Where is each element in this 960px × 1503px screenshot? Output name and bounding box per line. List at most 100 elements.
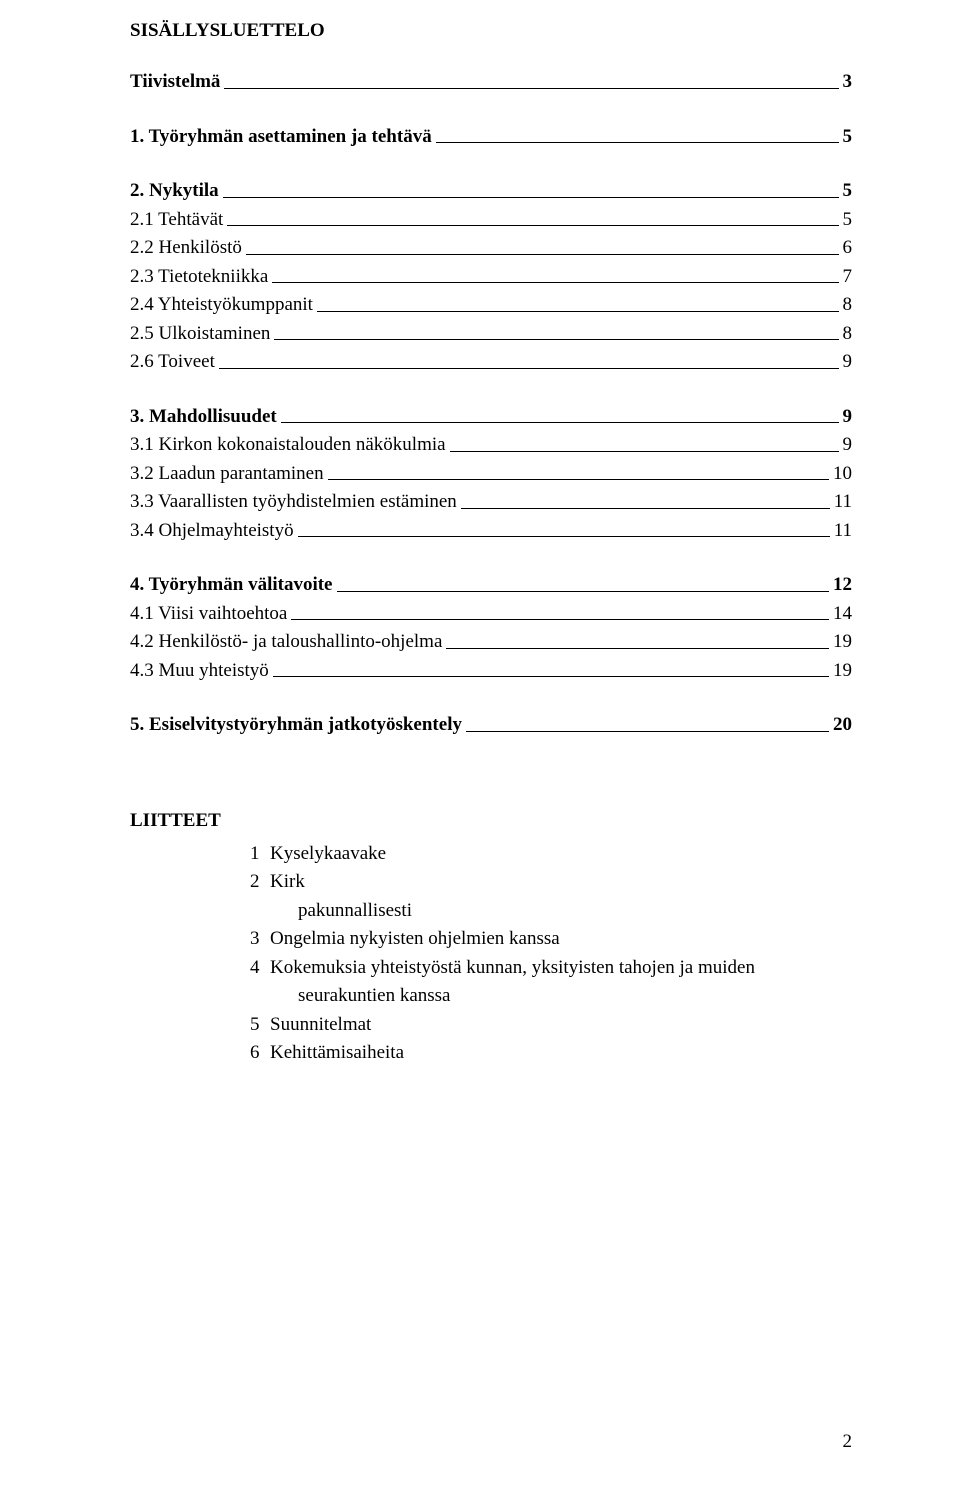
toc-page: 9 xyxy=(843,431,853,460)
toc-row: 2.3 Tietotekniikka 7 xyxy=(130,263,852,292)
appendix-num: 5 xyxy=(250,1011,270,1040)
toc-label: 1. Työryhmän asettaminen ja tehtävä xyxy=(130,123,432,152)
appendix-item: 2Kirk xyxy=(250,868,852,897)
toc-row: 4.1 Viisi vaihtoehtoa 14 xyxy=(130,600,852,629)
toc-row: 3.3 Vaarallisten työyhdistelmien estämin… xyxy=(130,488,852,517)
toc-row: 3.2 Laadun parantaminen 10 xyxy=(130,460,852,489)
toc-leader xyxy=(466,731,829,732)
appendix-text: Kirk xyxy=(270,868,852,897)
toc-label: 4. Työryhmän välitavoite xyxy=(130,571,333,600)
appendix-num: 4 xyxy=(250,954,270,983)
toc-leader xyxy=(436,142,839,143)
toc-row: 2. Nykytila 5 xyxy=(130,177,852,206)
appendix-list: 1Kyselykaavake2Kirkpakunnallisesti3Ongel… xyxy=(130,840,852,1068)
appendix-text-continuation: pakunnallisesti xyxy=(270,897,852,926)
toc-page: 9 xyxy=(843,403,853,432)
toc-page: 6 xyxy=(843,234,853,263)
toc-leader xyxy=(246,254,839,255)
page-title: SISÄLLYSLUETTELO xyxy=(130,20,852,42)
toc-row: 2.6 Toiveet9 xyxy=(130,348,852,377)
toc-row: 5. Esiselvitystyöryhmän jatkotyöskentely… xyxy=(130,711,852,740)
toc-label: 4.3 Muu yhteistyö xyxy=(130,657,269,686)
appendix-heading: LIITTEET xyxy=(130,810,852,832)
appendix-num-spacer xyxy=(250,897,270,926)
appendix-item-continuation: seurakuntien kanssa xyxy=(250,982,852,1011)
toc-leader xyxy=(272,282,838,283)
toc-leader xyxy=(461,508,830,509)
toc-row: 3.4 Ohjelmayhteistyö 11 xyxy=(130,517,852,546)
appendix-item: 5Suunnitelmat xyxy=(250,1011,852,1040)
toc-group: 1. Työryhmän asettaminen ja tehtävä 5 xyxy=(130,123,852,152)
toc-page: 14 xyxy=(833,600,852,629)
toc-leader xyxy=(337,591,830,592)
toc-leader xyxy=(446,648,829,649)
toc-row: 1. Työryhmän asettaminen ja tehtävä 5 xyxy=(130,123,852,152)
toc-label: 4.2 Henkilöstö- ja taloushallinto-ohjelm… xyxy=(130,628,442,657)
toc-leader xyxy=(281,422,839,423)
toc-leader xyxy=(273,676,829,677)
toc-label: 2. Nykytila xyxy=(130,177,219,206)
page-number: 2 xyxy=(843,1431,853,1453)
toc-label: 2.4 Yhteistyökumppanit xyxy=(130,291,313,320)
toc-page: 8 xyxy=(843,320,853,349)
toc-leader xyxy=(224,88,838,89)
toc-label: 2.6 Toiveet xyxy=(130,348,215,377)
toc-page: 10 xyxy=(833,460,852,489)
toc-page: 20 xyxy=(833,711,852,740)
appendix-item-continuation: pakunnallisesti xyxy=(250,897,852,926)
toc-page: 11 xyxy=(834,517,852,546)
toc-label: 3.3 Vaarallisten työyhdistelmien estämin… xyxy=(130,488,457,517)
toc-page: 12 xyxy=(833,571,852,600)
appendix-text: Kokemuksia yhteistyöstä kunnan, yksityis… xyxy=(270,954,852,983)
toc-group: 4. Työryhmän välitavoite124.1 Viisi vaih… xyxy=(130,571,852,685)
toc-label: 3.4 Ohjelmayhteistyö xyxy=(130,517,294,546)
toc-leader xyxy=(317,311,839,312)
table-of-contents: Tiivistelmä3 1. Työryhmän asettaminen ja … xyxy=(130,68,852,740)
appendix-text: Suunnitelmat xyxy=(270,1011,852,1040)
toc-label: 4.1 Viisi vaihtoehtoa xyxy=(130,600,287,629)
toc-leader xyxy=(223,197,839,198)
toc-leader xyxy=(274,339,838,340)
appendix-item: 4Kokemuksia yhteistyöstä kunnan, yksityi… xyxy=(250,954,852,983)
toc-group: 3. Mahdollisuudet93.1 Kirkon kokonaistal… xyxy=(130,403,852,546)
toc-row: Tiivistelmä3 xyxy=(130,68,852,97)
toc-label: 2.3 Tietotekniikka xyxy=(130,263,268,292)
toc-row: 4.3 Muu yhteistyö 19 xyxy=(130,657,852,686)
toc-row: 2.4 Yhteistyökumppanit8 xyxy=(130,291,852,320)
toc-leader xyxy=(227,225,838,226)
toc-label: 2.1 Tehtävät xyxy=(130,206,223,235)
toc-label: 2.2 Henkilöstö xyxy=(130,234,242,263)
toc-row: 2.2 Henkilöstö 6 xyxy=(130,234,852,263)
appendix-num: 3 xyxy=(250,925,270,954)
toc-page: 5 xyxy=(843,123,853,152)
toc-page: 19 xyxy=(833,628,852,657)
appendix-item: 1Kyselykaavake xyxy=(250,840,852,869)
toc-group: Tiivistelmä3 xyxy=(130,68,852,97)
appendix-item: 3Ongelmia nykyisten ohjelmien kanssa xyxy=(250,925,852,954)
toc-page: 11 xyxy=(834,488,852,517)
toc-leader xyxy=(291,619,829,620)
toc-page: 19 xyxy=(833,657,852,686)
toc-page: 5 xyxy=(843,206,853,235)
toc-row: 2.5 Ulkoistaminen8 xyxy=(130,320,852,349)
toc-row: 4.2 Henkilöstö- ja taloushallinto-ohjelm… xyxy=(130,628,852,657)
toc-label: 3.2 Laadun parantaminen xyxy=(130,460,324,489)
toc-label: 5. Esiselvitystyöryhmän jatkotyöskentely xyxy=(130,711,462,740)
toc-page: 3 xyxy=(843,68,853,97)
toc-page: 5 xyxy=(843,177,853,206)
toc-leader xyxy=(298,536,830,537)
appendix-num: 6 xyxy=(250,1039,270,1068)
appendix-text-continuation: seurakuntien kanssa xyxy=(270,982,852,1011)
appendix-text: Ongelmia nykyisten ohjelmien kanssa xyxy=(270,925,852,954)
toc-leader xyxy=(219,368,839,369)
toc-row: 2.1 Tehtävät 5 xyxy=(130,206,852,235)
appendix-text: Kyselykaavake xyxy=(270,840,852,869)
toc-group: 2. Nykytila 5 2.1 Tehtävät 5 2.2 Henkilöstö 6… xyxy=(130,177,852,377)
appendix-num: 1 xyxy=(250,840,270,869)
toc-page: 7 xyxy=(843,263,853,292)
toc-leader xyxy=(328,479,829,480)
appendix-text: Kehittämisaiheita xyxy=(270,1039,852,1068)
appendix-num: 2 xyxy=(250,868,270,897)
toc-row: 3. Mahdollisuudet9 xyxy=(130,403,852,432)
appendix-item: 6Kehittämisaiheita xyxy=(250,1039,852,1068)
